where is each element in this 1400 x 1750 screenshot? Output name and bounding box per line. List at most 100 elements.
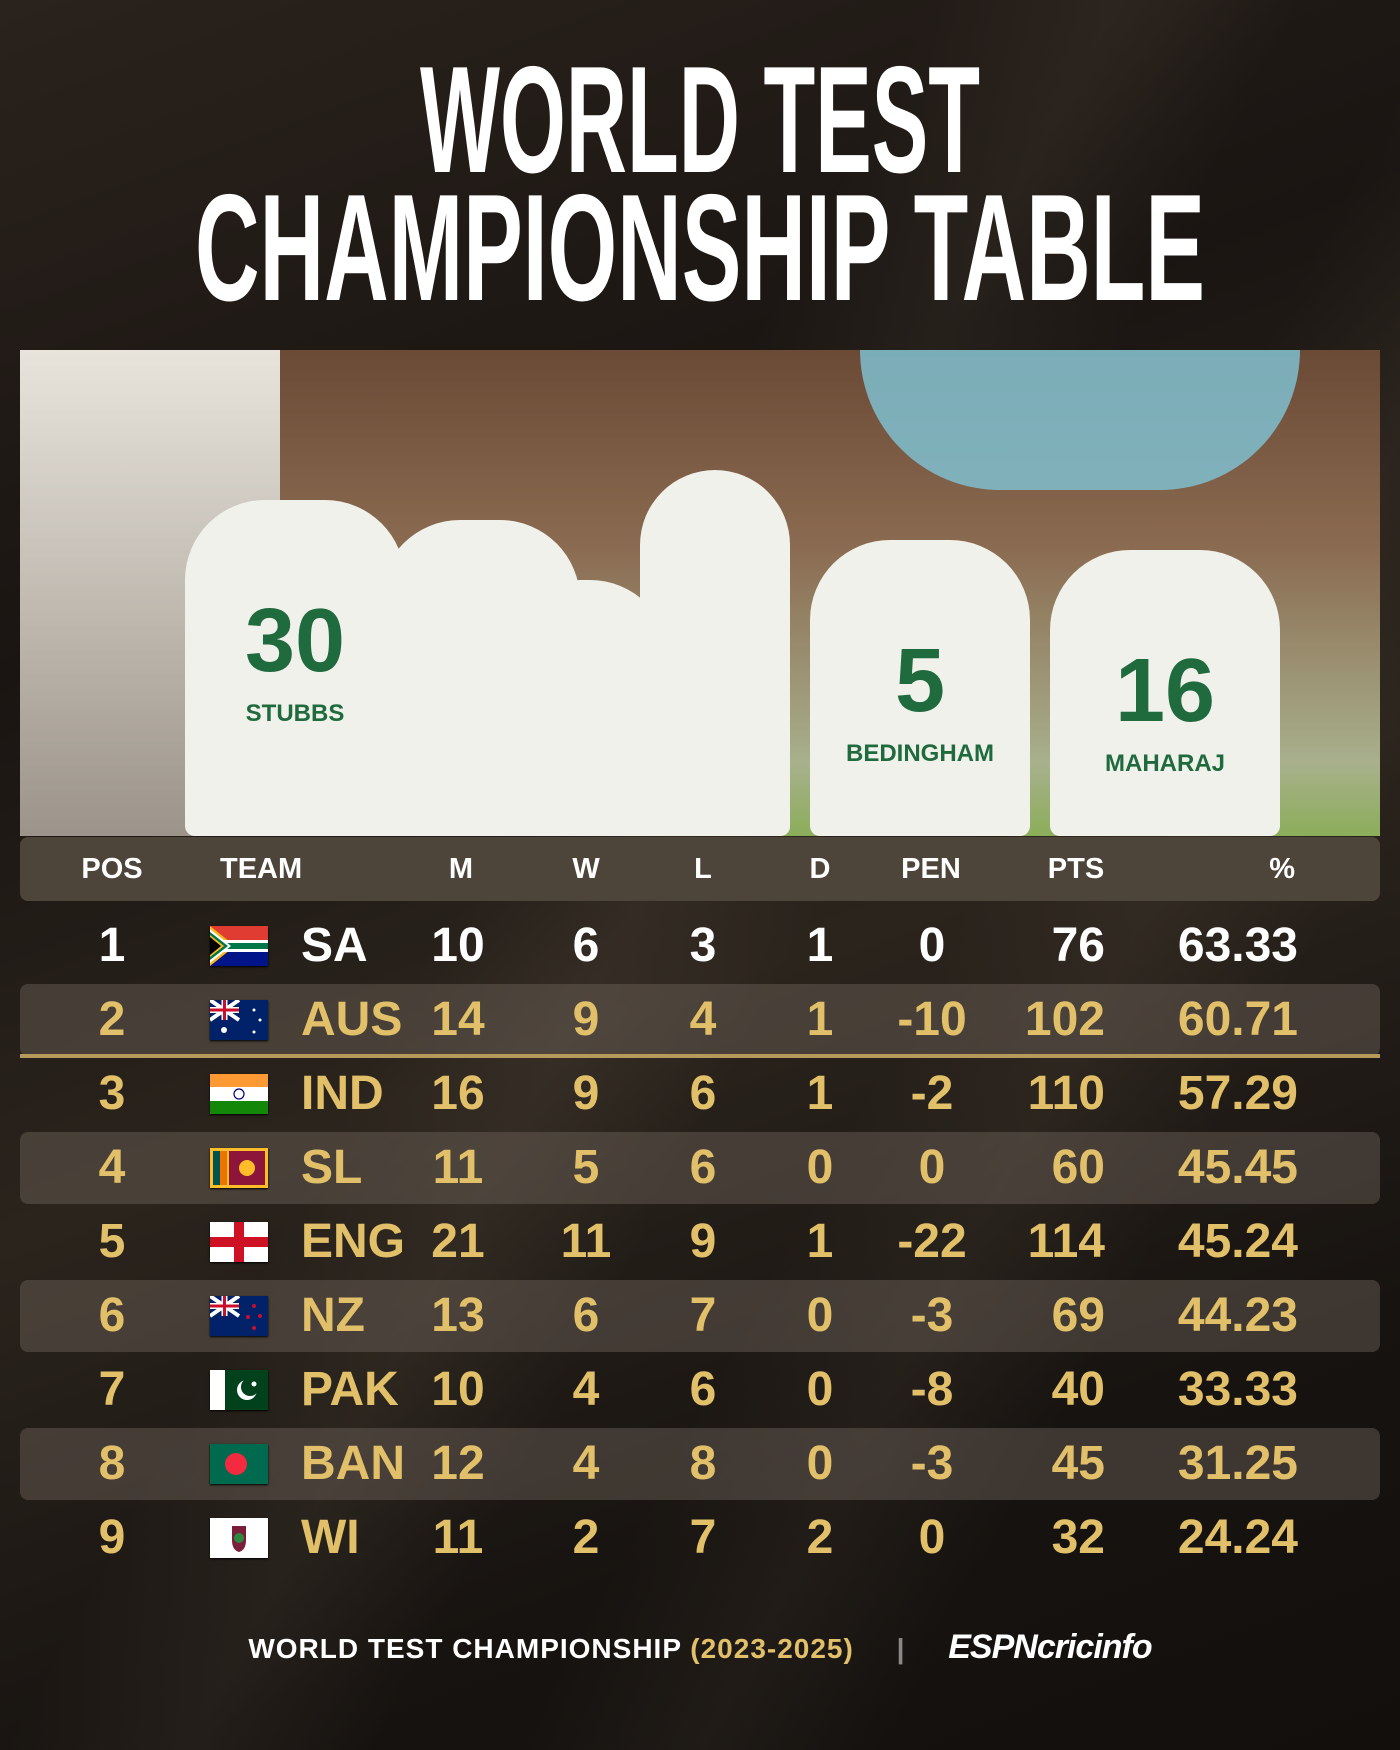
cell-w: 2 <box>572 1511 600 1564</box>
table-row: 5 21 11 9 1 -22 114 45.24 ENG <box>20 1206 1380 1278</box>
south-africa-flag-icon <box>210 926 268 966</box>
cell-l: 6 <box>689 1141 717 1194</box>
table-row: 6 13 6 7 0 -3 69 44.23 NZ <box>20 1280 1380 1352</box>
cell-pct: 24.24 <box>1177 1511 1298 1564</box>
cell-pct: 45.24 <box>1177 1215 1298 1268</box>
cell-pen: -2 <box>910 1067 954 1120</box>
cell-m: 21 <box>431 1215 485 1268</box>
cell-pts: 114 <box>1027 1215 1105 1268</box>
column-header-d: D <box>809 853 831 885</box>
cell-pos: 2 <box>98 993 126 1046</box>
table-row: 4 11 5 6 0 0 60 45.45 SL <box>20 1132 1380 1204</box>
cell-pts: 102 <box>1024 993 1105 1046</box>
cell-w: 9 <box>572 1067 600 1120</box>
cell-pts: 76 <box>1051 919 1105 972</box>
cell-l: 9 <box>689 1215 717 1268</box>
cell-pos: 5 <box>98 1215 126 1268</box>
cell-m: 14 <box>431 993 485 1046</box>
cell-team: BAN <box>301 1437 405 1490</box>
cell-l: 6 <box>689 1363 717 1416</box>
cell-d: 0 <box>806 1141 834 1194</box>
cell-pen: 0 <box>918 1511 946 1564</box>
cell-team: SL <box>301 1141 363 1194</box>
cell-w: 11 <box>560 1215 612 1268</box>
cell-pct: 63.33 <box>1177 919 1298 972</box>
page-title-line-1: WORLD TEST <box>420 48 980 188</box>
cell-w: 5 <box>572 1141 600 1194</box>
cell-pos: 8 <box>98 1437 126 1490</box>
cell-d: 0 <box>806 1437 834 1490</box>
cell-pct: 44.23 <box>1177 1289 1298 1342</box>
table-row: 8 12 4 8 0 -3 45 31.25 BAN <box>20 1428 1380 1500</box>
india-flag-icon <box>210 1074 268 1114</box>
jersey-name: MAHARAJ <box>1105 750 1225 777</box>
table-row: 9 11 2 7 2 0 32 24.24 WI <box>20 1502 1380 1574</box>
cell-pts: 45 <box>1051 1437 1105 1490</box>
sri-lanka-flag-icon <box>210 1148 268 1188</box>
cell-pts: 110 <box>1027 1067 1105 1120</box>
jersey-number: 5 <box>894 631 946 731</box>
bangladesh-flag-icon <box>210 1444 268 1484</box>
cell-w: 6 <box>572 1289 600 1342</box>
column-header-pts: PTS <box>1047 853 1105 885</box>
cell-pos: 4 <box>98 1141 126 1194</box>
cell-pts: 32 <box>1051 1511 1105 1564</box>
cell-team: IND <box>301 1067 384 1120</box>
team-celebration-photo: 30 STUBBS 5 BEDINGHAM 16 MAHARAJ <box>20 350 1380 836</box>
cell-d: 1 <box>806 1215 834 1268</box>
cell-w: 4 <box>572 1363 600 1416</box>
jersey-number: 30 <box>244 591 346 691</box>
cell-m: 11 <box>432 1511 484 1564</box>
cell-w: 9 <box>572 993 600 1046</box>
svg-text:WORLD TEST: WORLD TEST <box>420 48 980 188</box>
cell-pts: 69 <box>1051 1289 1105 1342</box>
pakistan-flag-icon <box>210 1370 268 1410</box>
cell-w: 6 <box>572 919 600 972</box>
qualification-divider <box>20 1054 1380 1058</box>
cell-m: 10 <box>431 919 485 972</box>
west-indies-flag-icon <box>210 1518 268 1558</box>
footer-separator: | <box>896 1633 906 1664</box>
cell-l: 8 <box>689 1437 717 1490</box>
column-header-w: W <box>572 853 600 885</box>
svg-text:CHAMPIONSHIP TABLE: CHAMPIONSHIP TABLE <box>195 176 1205 316</box>
cell-pct: 60.71 <box>1177 993 1298 1046</box>
cell-d: 1 <box>806 993 834 1046</box>
cell-l: 4 <box>689 993 717 1046</box>
column-header-pos: POS <box>81 853 143 885</box>
column-header-m: M <box>448 853 474 885</box>
cell-m: 12 <box>431 1437 485 1490</box>
cell-pts: 40 <box>1051 1363 1105 1416</box>
cell-pos: 3 <box>98 1067 126 1120</box>
cell-team: AUS <box>301 993 403 1046</box>
jersey-number: 16 <box>1114 641 1216 741</box>
cell-d: 0 <box>806 1289 834 1342</box>
footer-text: WORLD TEST CHAMPIONSHIP <box>248 1633 682 1664</box>
column-header-pct: % <box>1269 853 1295 885</box>
table-row: 2 14 9 4 1 -10 102 60.71 AUS <box>20 984 1380 1056</box>
cell-team: SA <box>301 919 368 972</box>
jersey-name: STUBBS <box>245 700 345 727</box>
table-header <box>20 837 1380 901</box>
cell-team: WI <box>301 1511 360 1564</box>
cell-pen: -10 <box>897 993 967 1046</box>
cell-pct: 57.29 <box>1177 1067 1298 1120</box>
cell-w: 4 <box>572 1437 600 1490</box>
cell-pct: 45.45 <box>1177 1141 1298 1194</box>
espncricinfo-logo: ESPNcricinfo <box>948 1628 1152 1666</box>
cell-d: 1 <box>806 1067 834 1120</box>
column-header-team: TEAM <box>220 853 303 885</box>
cell-pen: 0 <box>918 1141 946 1194</box>
cell-l: 7 <box>689 1511 717 1564</box>
cell-pen: -8 <box>910 1363 954 1416</box>
cell-l: 7 <box>689 1289 717 1342</box>
cell-l: 6 <box>689 1067 717 1120</box>
cell-pen: -3 <box>910 1437 954 1490</box>
england-flag-icon <box>210 1222 268 1262</box>
cell-team: PAK <box>301 1363 399 1416</box>
cell-team: NZ <box>301 1289 365 1342</box>
cell-pos: 1 <box>98 919 126 972</box>
footer-years: (2023-2025) <box>690 1633 854 1664</box>
page-title-line-2: CHAMPIONSHIP TABLE <box>195 176 1205 316</box>
table-row: 1 10 6 3 1 0 76 63.33 SA <box>20 910 1380 982</box>
